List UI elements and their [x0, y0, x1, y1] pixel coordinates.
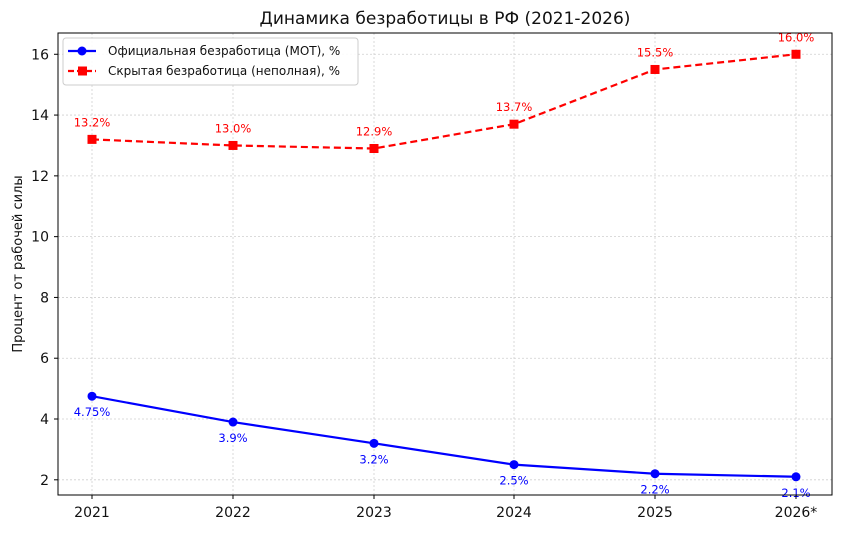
legend-box — [62, 37, 359, 86]
data-label: 13.2% — [74, 115, 111, 129]
data-label: 15.5% — [637, 45, 674, 59]
data-label: 2.5% — [499, 474, 528, 488]
plot-frame — [57, 32, 833, 496]
y-axis: 2 4 6 8 10 12 14 16 — [31, 47, 58, 489]
data-point — [650, 64, 660, 74]
y-tick-label: 6 — [40, 351, 49, 367]
data-point — [791, 472, 801, 482]
data-point — [228, 417, 238, 427]
data-label: 13.0% — [215, 121, 252, 135]
data-label: 16.0% — [778, 30, 815, 44]
x-axis: 2021 2022 2023 2024 2025 2026* — [74, 495, 817, 521]
data-point — [87, 391, 97, 401]
y-tick-label: 2 — [40, 473, 49, 489]
data-point — [228, 140, 238, 150]
y-axis-label: Процент от рабочей силы — [11, 175, 26, 352]
y-tick-label: 8 — [40, 290, 49, 306]
legend-label: Официальная безработица (МОТ), % — [108, 44, 340, 58]
grid — [58, 33, 832, 495]
y-tick-label: 14 — [31, 108, 49, 124]
data-point — [650, 469, 660, 479]
y-tick-label: 12 — [31, 169, 49, 185]
data-label: 3.2% — [359, 452, 388, 466]
data-point — [369, 438, 379, 448]
legend: Официальная безработица (МОТ), % Скрытая … — [62, 37, 359, 86]
data-label: 13.7% — [496, 100, 533, 114]
x-tick-label: 2025 — [637, 505, 673, 521]
series-line — [91, 53, 797, 150]
legend-marker — [78, 66, 87, 76]
data-label: 3.9% — [218, 431, 247, 445]
legend-items: Официальная безработица (МОТ), % Скрытая … — [68, 44, 340, 78]
series-layer: 4.75% 3.9% 3.2% 2.5% 2.2% 2.1% 13.2% 13.0% 12.9%… — [74, 30, 815, 499]
y-tick-label: 4 — [40, 412, 49, 428]
data-label: 12.9% — [356, 125, 393, 139]
data-label: 2.2% — [640, 483, 669, 497]
data-label: 2.1% — [781, 486, 810, 500]
x-tick-label: 2021 — [74, 505, 110, 521]
y-tick-label: 10 — [31, 230, 49, 246]
x-tick-label: 2024 — [496, 505, 532, 521]
data-point — [369, 144, 379, 153]
x-tick-label: 2026* — [775, 505, 818, 521]
legend-marker — [77, 46, 87, 56]
data-point — [509, 119, 519, 129]
data-point — [509, 460, 519, 470]
legend-label: Скрытая безработица (неполная), % — [108, 64, 340, 78]
y-tick-label: 16 — [31, 47, 49, 63]
chart-title: Динамика безработицы в РФ (2021-2026) — [260, 9, 631, 29]
x-tick-label: 2022 — [215, 505, 251, 521]
data-point — [87, 134, 97, 144]
x-tick-label: 2023 — [356, 505, 392, 521]
data-label: 4.75% — [74, 405, 111, 419]
data-point — [791, 49, 801, 59]
series-line — [91, 395, 797, 478]
